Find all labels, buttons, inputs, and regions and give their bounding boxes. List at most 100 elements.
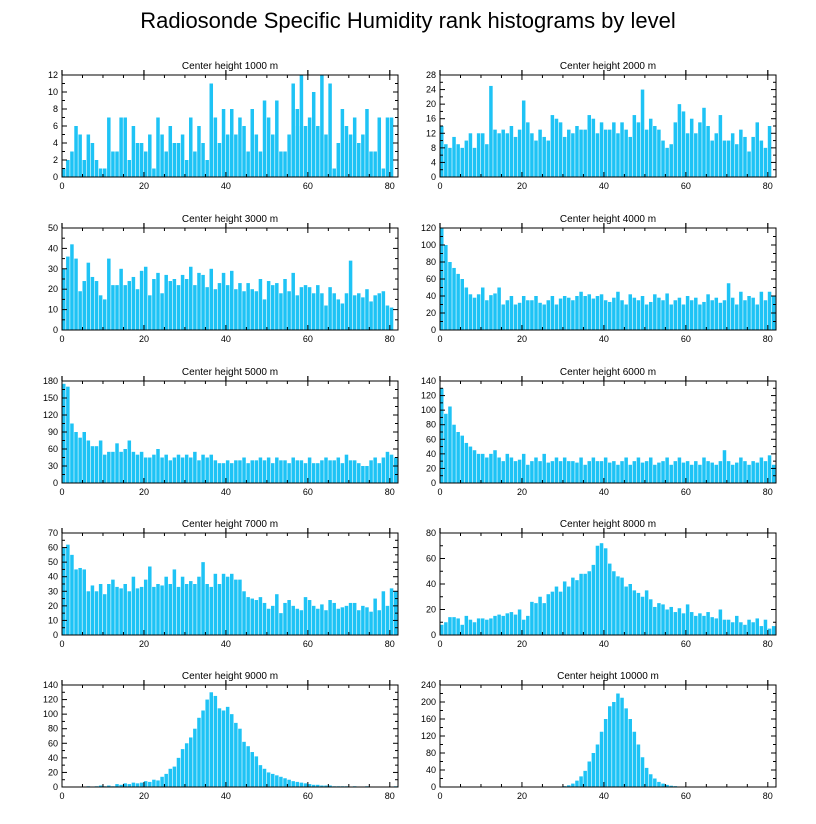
histogram-bar [180,457,185,483]
histogram-bar [759,291,764,330]
histogram-bar [636,457,641,483]
histogram-bar [771,464,776,483]
histogram-bar [90,276,95,330]
histogram-bar [661,300,665,330]
histogram-bar [640,296,645,330]
histogram-bar [377,293,382,330]
histogram-bar [550,115,555,177]
y-tick-label: 30 [48,586,58,596]
histogram-bar [213,573,218,635]
histogram-bar [90,446,95,483]
histogram-bar [230,109,234,177]
y-tick-label: 150 [43,393,58,403]
x-tick-label: 80 [385,639,395,649]
histogram-bar [246,151,250,177]
histogram-bar [369,611,373,635]
histogram-bar [767,126,772,177]
histogram-bar [562,136,567,177]
histogram-bar [102,299,107,330]
histogram-bar [612,297,616,330]
histogram-bar [131,276,136,330]
histogram-bar [348,460,353,483]
histogram-bar [751,622,755,635]
histogram-bar [160,776,164,787]
histogram-bar [324,785,328,787]
histogram-bar [567,586,571,635]
histogram-bar [476,294,481,330]
histogram-bar [747,151,751,177]
y-tick-label: 20 [426,99,436,109]
histogram-bar [131,782,136,787]
histogram-bar [201,562,205,635]
histogram-bar [657,297,661,330]
histogram-bar [612,702,616,787]
histogram-bar [160,134,164,177]
histogram-bar [648,301,653,330]
histogram-bar [550,461,555,483]
histogram-bar [197,460,201,483]
histogram-bar [648,457,653,483]
y-tick-label: 80 [426,257,436,267]
histogram-bar [127,160,132,177]
x-tick-label: 0 [437,334,442,344]
histogram-bar [365,289,369,330]
histogram-bar [381,291,386,330]
histogram-panel: Center height 1000 m 0 20 40 60 80 0 2 4 6 8 10 12 [48,61,399,191]
y-tick-label: 50 [48,557,58,567]
histogram-bar [160,585,164,635]
histogram-bar [324,134,328,177]
histogram-bar [78,437,82,483]
histogram-bar [587,294,592,330]
panel-title: Center height 8000 m [560,519,656,530]
histogram-bar [599,731,604,787]
histogram-bar [156,272,160,330]
histogram-bar [640,596,645,635]
x-tick-label: 0 [59,334,64,344]
histogram-bar [468,133,473,177]
histogram-bar [283,279,287,330]
histogram-bar [270,773,275,787]
histogram-bar [340,607,345,635]
histogram-bar [726,619,731,635]
histogram-bar [320,293,324,330]
x-tick-label: 20 [517,639,527,649]
histogram-bar [689,612,694,635]
histogram-bar [755,122,760,177]
histogram-bar [180,749,185,787]
histogram-bar [624,586,628,635]
histogram-bar [739,622,743,635]
y-tick-label: 60 [48,738,58,748]
y-tick-label: 70 [48,528,58,538]
histogram-bar [501,615,505,636]
histogram-bar [270,134,275,177]
histogram-bar [275,100,279,177]
x-tick-label: 0 [59,487,64,497]
histogram-bar [485,144,489,177]
histogram-bar [444,413,448,483]
y-tick-label: 40 [48,243,58,253]
histogram-bar [505,300,510,330]
histogram-bar [751,297,755,330]
histogram-bar [702,301,706,330]
histogram-bar [266,457,271,483]
x-tick-label: 40 [221,334,231,344]
histogram-bar [534,140,538,177]
histogram-bar [603,300,608,330]
panel-title: Center height 7000 m [182,519,278,530]
x-tick-label: 40 [599,181,609,191]
x-tick-label: 60 [303,334,313,344]
histogram-bar [476,453,481,483]
x-tick-label: 20 [139,487,149,497]
histogram-bar [587,571,592,635]
histogram-bar [94,446,99,483]
histogram-bar [677,457,682,483]
y-tick-label: 40 [48,753,58,763]
panel-title: Center height 3000 m [182,214,278,225]
histogram-bar [168,281,173,330]
histogram-bar [279,776,283,787]
x-tick-label: 0 [437,487,442,497]
y-tick-label: 80 [48,724,58,734]
histogram-bar [661,783,665,787]
histogram-bar [180,274,185,330]
histogram-bar [70,244,74,330]
